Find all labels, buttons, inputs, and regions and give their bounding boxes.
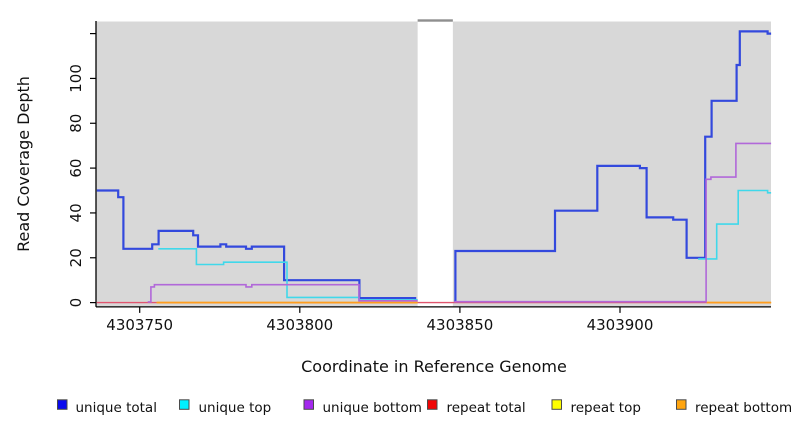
series-line-unique-top: [698, 189, 772, 260]
legend-swatch-repeat-bottom: [676, 399, 687, 410]
legend-swatch-unique-total: [57, 399, 68, 410]
axis-layer: 4303750 4303800 4303850 4303900 0 20 40 60 80 100: [67, 21, 771, 334]
legend-label: repeat bottom: [695, 400, 792, 416]
x-tick-label: 4303900: [587, 316, 654, 334]
y-tick-label: 80: [67, 114, 85, 133]
series-line-unique-total: [96, 189, 418, 302]
x-tick-label: 4303800: [266, 316, 333, 334]
gap-band-cap: [417, 19, 453, 22]
legend-label: unique bottom: [323, 400, 422, 416]
y-axis-title: Read Coverage Depth: [14, 76, 33, 252]
plot-background-layer: [96, 19, 771, 307]
series-lines-layer: [96, 30, 772, 304]
legend-label: repeat total: [447, 400, 526, 416]
legend: unique total unique top unique bottom repea…: [57, 399, 792, 416]
y-tick-label: 0: [67, 298, 85, 308]
legend-swatch-unique-bottom: [303, 399, 314, 410]
legend-label: repeat top: [571, 400, 641, 416]
series-line-unique-bottom: [454, 142, 772, 303]
legend-label: unique total: [76, 400, 157, 416]
gap-band: [417, 21, 453, 307]
series-line-unique-total: [454, 30, 772, 303]
y-tick-label: 100: [67, 64, 85, 93]
x-tick-label: 4303750: [106, 316, 173, 334]
x-tick-label: 4303850: [426, 316, 493, 334]
y-tick-label: 60: [67, 159, 85, 178]
x-axis-title: Coordinate in Reference Genome: [301, 357, 567, 376]
legend-swatch-unique-top: [179, 399, 190, 410]
legend-label: unique top: [199, 400, 272, 416]
y-tick-label: 40: [67, 203, 85, 222]
legend-swatch-repeat-top: [551, 399, 562, 410]
legend-swatch-repeat-total: [427, 399, 438, 410]
y-tick-label: 20: [67, 248, 85, 267]
series-line-unique-bottom: [147, 283, 418, 303]
